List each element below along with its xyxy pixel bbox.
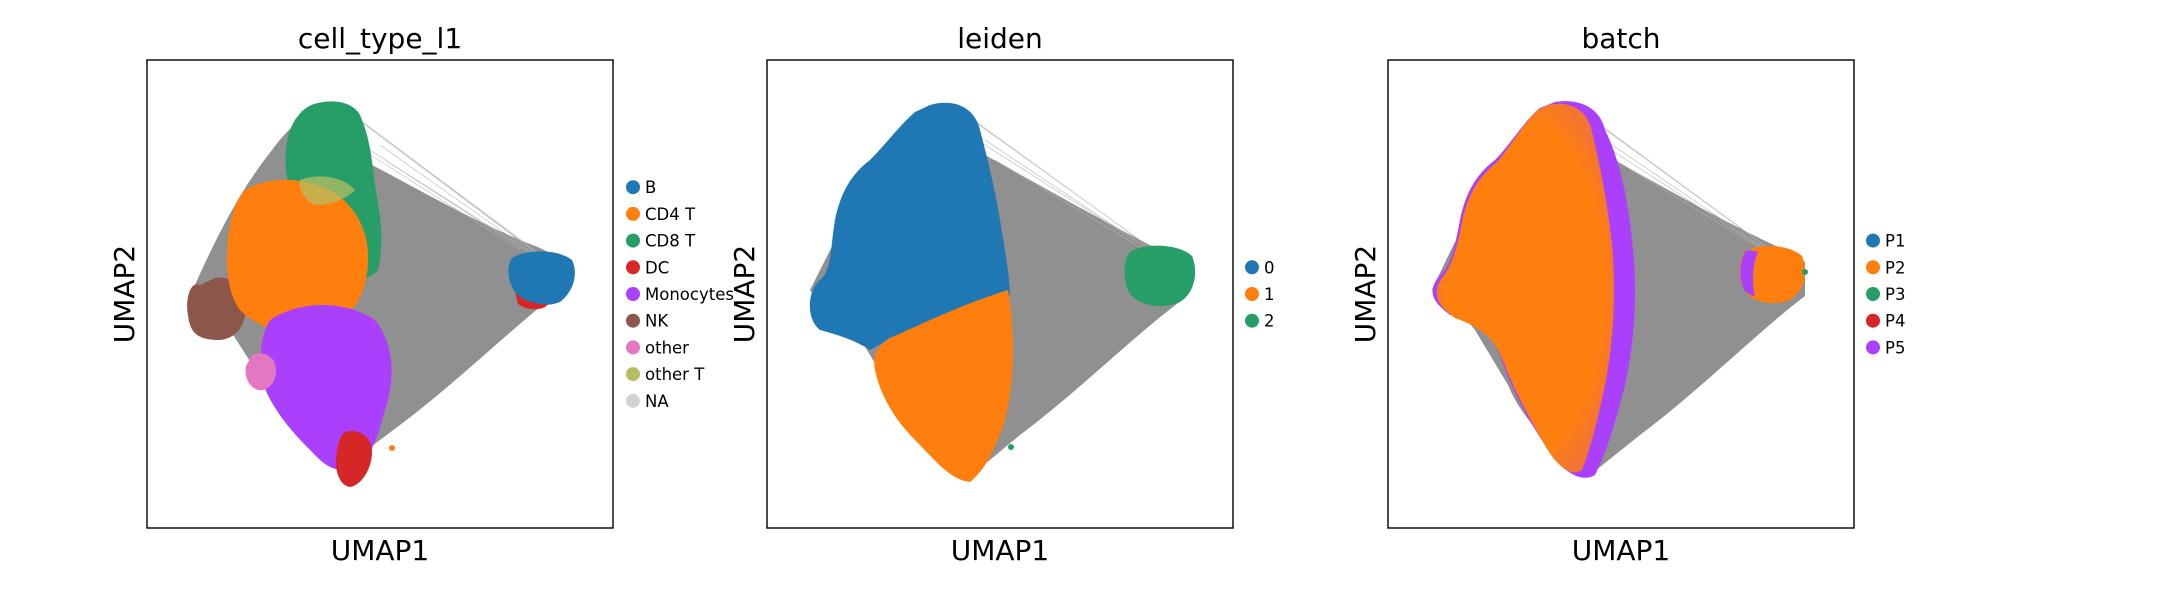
cluster-2	[1124, 245, 1196, 307]
legend-label: P4	[1885, 312, 1905, 331]
legend-marker	[626, 233, 640, 248]
edge-fan	[1549, 109, 1787, 265]
edge-fan	[299, 109, 553, 269]
axes-frame	[766, 59, 1234, 529]
cluster-other	[245, 353, 277, 391]
legend-label: CD4 T	[645, 205, 696, 224]
legend-marker	[1866, 260, 1880, 275]
legend-label: P3	[1885, 285, 1905, 304]
legend: P1 P2 P3 P4 P5	[1866, 232, 1905, 357]
cluster-p2-satellite	[1739, 245, 1806, 304]
legend-marker	[1245, 313, 1259, 328]
legend-marker	[1245, 287, 1259, 301]
cluster-1	[874, 290, 1013, 482]
legend-marker	[626, 340, 640, 355]
cluster-dc	[335, 430, 372, 487]
scatter-area	[809, 102, 1196, 482]
edge-fan	[929, 109, 1171, 266]
cluster-p2	[1436, 103, 1614, 473]
legend-label: NA	[645, 392, 669, 411]
y-axis-label: UMAP2	[108, 245, 141, 344]
cluster-b	[508, 251, 575, 305]
x-axis-label: UMAP1	[1572, 534, 1671, 567]
y-axis-label: UMAP2	[728, 245, 761, 344]
legend-marker	[1866, 287, 1880, 301]
legend-label: P1	[1885, 232, 1905, 251]
legend-marker	[1245, 260, 1259, 275]
legend-label: NK	[645, 312, 669, 331]
panel-batch: batch UMAP1 UMAP2 P1 P2 P3 P4 P5	[1349, 22, 1905, 567]
legend-marker	[626, 287, 640, 301]
cluster-cd4-t	[227, 179, 369, 334]
y-axis-label: UMAP2	[1349, 245, 1382, 344]
legend-marker	[1866, 233, 1880, 248]
legend-label: 0	[1264, 258, 1275, 277]
legend-marker	[626, 260, 640, 275]
cluster-0	[809, 102, 1010, 351]
legend-label: CD8 T	[645, 232, 696, 251]
legend-label: B	[645, 178, 656, 197]
panel-title: cell_type_l1	[298, 22, 462, 55]
axes-frame	[146, 59, 614, 529]
cluster-b-dc-fringe	[515, 292, 548, 310]
legend: 0 1 2	[1245, 258, 1275, 331]
axes-frame	[1387, 59, 1855, 529]
legend-label: DC	[645, 258, 669, 277]
panel-leiden: leiden UMAP1 UMAP2 0 1 2	[728, 22, 1275, 567]
cluster-nk	[187, 277, 246, 340]
legend-marker	[626, 180, 640, 195]
scatter-area	[1432, 101, 1808, 478]
legend-label: P5	[1885, 338, 1905, 357]
panel-cell-type-l1: cell_type_l1 UMAP1 UMAP2 B	[108, 22, 734, 567]
cluster-dc-stray	[389, 445, 395, 451]
cluster-2-stray	[1008, 444, 1014, 450]
cluster-monocytes	[260, 305, 392, 471]
cluster-p5-satellite-edge	[1740, 250, 1758, 296]
cluster-other-t	[299, 176, 355, 205]
legend-marker	[626, 393, 640, 408]
legend-marker	[1866, 313, 1880, 328]
legend-label: other T	[645, 365, 705, 384]
scatter-area	[187, 101, 575, 487]
legend-marker	[626, 313, 640, 328]
legend-label: 1	[1264, 285, 1275, 304]
legend-label: other	[645, 338, 689, 357]
x-axis-label: UMAP1	[331, 534, 430, 567]
legend-marker	[626, 206, 640, 221]
legend-label: 2	[1264, 312, 1275, 331]
legend-label: P2	[1885, 258, 1905, 277]
panel-title: leiden	[957, 22, 1043, 55]
panel-title: batch	[1581, 22, 1660, 55]
legend-label: Monocytes	[645, 285, 734, 304]
legend-marker	[1866, 340, 1880, 355]
cluster-p3-stray	[1802, 269, 1808, 275]
legend-marker	[626, 367, 640, 382]
x-axis-label: UMAP1	[951, 534, 1050, 567]
legend: B CD4 T CD8 T DC Monocytes NK other other T NA	[626, 178, 734, 411]
